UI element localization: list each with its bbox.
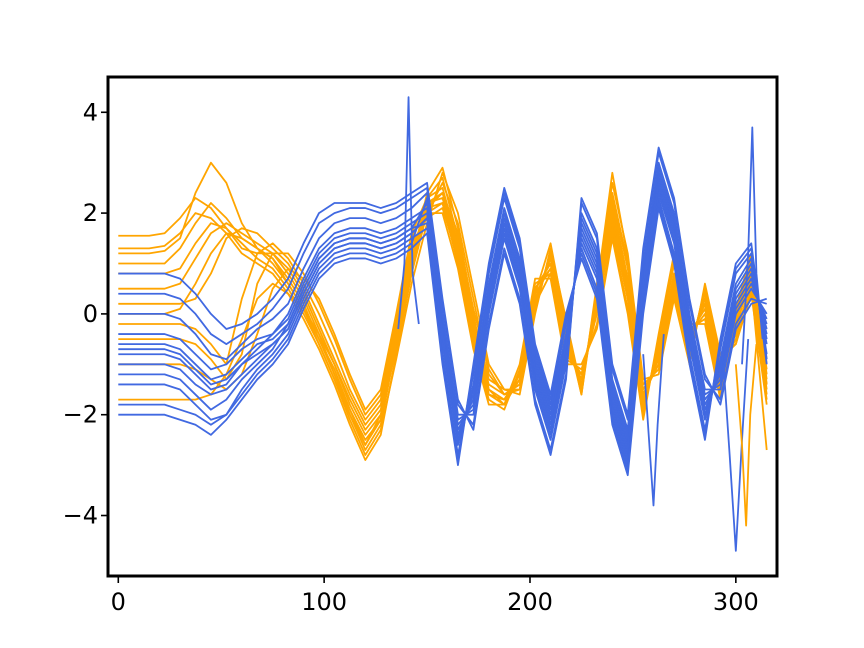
spike-line-5: [642, 333, 665, 507]
spike-line-2: [722, 339, 750, 552]
series-line-4: [118, 171, 768, 456]
spike-line-3: [741, 126, 764, 365]
x-tick-label: 300: [713, 588, 759, 616]
spike-line-1: [397, 96, 420, 330]
y-axis: 4 2 0 −2 −4: [63, 98, 108, 530]
series-line-12: [118, 202, 768, 446]
y-tick-label: 2: [83, 199, 98, 227]
x-tick-label: 0: [111, 588, 126, 616]
x-tick-label: 100: [301, 588, 347, 616]
series-line-23: [118, 146, 767, 456]
y-tick-label: 0: [83, 300, 98, 328]
series-line-16: [118, 192, 768, 461]
series-line-6: [118, 212, 768, 426]
plot-frame: [106, 75, 779, 578]
series-line-21: [118, 161, 768, 441]
series-line-11: [118, 161, 768, 451]
series-line-20: [118, 186, 768, 477]
y-tick-label: −4: [63, 502, 98, 530]
spike-line-4: [734, 344, 758, 527]
x-tick-label: 200: [507, 588, 553, 616]
x-axis: 0 100 200 300: [111, 576, 759, 616]
series-layer: [118, 96, 768, 552]
series-line-24: [118, 181, 768, 451]
y-tick-label: 4: [83, 98, 98, 126]
y-tick-label: −2: [63, 401, 98, 429]
